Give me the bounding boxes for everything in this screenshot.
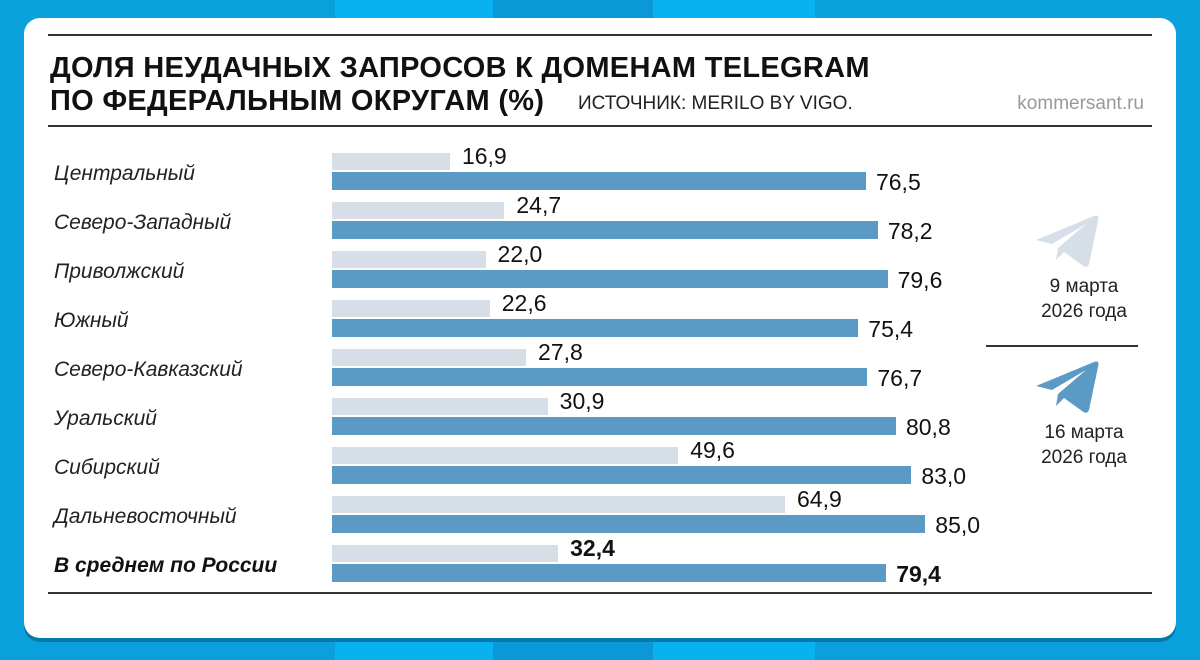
bar-16-march: [332, 466, 912, 484]
title-line-2: ПО ФЕДЕРАЛЬНЫМ ОКРУГАМ (%): [50, 85, 545, 117]
value-16-march: 80,8: [905, 414, 951, 440]
bottom-rule: [48, 592, 1152, 594]
bar-9-march: [332, 251, 486, 268]
legend-new-date: 16 марта: [1044, 422, 1124, 443]
top-rule: [48, 34, 1152, 36]
bar-9-march: [332, 202, 505, 219]
value-9-march: 16,9: [461, 143, 507, 169]
value-9-march: 27,8: [538, 339, 583, 365]
telegram-icon: [1036, 215, 1099, 267]
bar-16-march: [332, 564, 887, 582]
legend-divider: [986, 345, 1138, 347]
row-label: В среднем по России: [54, 554, 278, 577]
value-9-march: 22,0: [497, 241, 543, 267]
value-16-march: 85,0: [935, 512, 981, 538]
bar-16-march: [332, 319, 859, 337]
legend-new-year: 2026 года: [1041, 447, 1127, 468]
bar-16-march: [332, 221, 878, 239]
title-line-1: ДОЛЯ НЕУДАЧНЫХ ЗАПРОСОВ К ДОМЕНАМ TELEGR…: [50, 52, 870, 84]
value-9-march: 22,6: [501, 290, 547, 316]
telegram-icon: [1036, 361, 1099, 413]
bar-9-march: [332, 398, 548, 415]
bar-9-march: [332, 496, 785, 513]
value-16-march: 83,0: [921, 463, 967, 489]
bar-16-march: [332, 417, 896, 435]
site-credit: kommersant.ru: [1017, 93, 1144, 114]
bar-9-march: [332, 349, 527, 366]
bar-9-march: [332, 300, 490, 317]
value-16-march: 75,4: [868, 316, 914, 342]
value-16-march: 79,6: [897, 267, 943, 293]
value-16-march: 76,7: [877, 365, 923, 391]
value-9-march: 30,9: [559, 388, 605, 414]
value-9-march: 32,4: [570, 535, 615, 561]
legend-new: 16 марта 2026 года: [1024, 420, 1144, 470]
row-label: Южный: [54, 309, 129, 332]
row-label: Приволжский: [54, 260, 185, 283]
value-16-march: 76,5: [875, 169, 921, 195]
row-label: Дальневосточный: [54, 505, 237, 528]
legend-old: 9 марта 2026 года: [1024, 274, 1144, 324]
value-16-march: 78,2: [887, 218, 933, 244]
bar-16-march: [332, 270, 888, 288]
value-16-march: 79,4: [896, 561, 941, 587]
legend-old-date: 9 марта: [1049, 276, 1119, 297]
bar-9-march: [332, 447, 679, 464]
row-label: Центральный: [54, 162, 195, 185]
bar-9-march: [332, 545, 559, 562]
value-9-march: 64,9: [797, 486, 842, 512]
legend-old-year: 2026 года: [1041, 301, 1127, 322]
chart-card: ДОЛЯ НЕУДАЧНЫХ ЗАПРОСОВ К ДОМЕНАМ TELEGR…: [24, 18, 1176, 638]
source-note: ИСТОЧНИК: MERILO BY VIGO.: [578, 93, 853, 114]
bar-16-march: [332, 368, 868, 386]
row-label: Уральский: [54, 407, 157, 430]
bar-16-march: [332, 172, 866, 190]
bar-16-march: [332, 515, 926, 533]
row-label: Северо-Кавказский: [54, 358, 243, 381]
bar-9-march: [332, 153, 450, 170]
value-9-march: 24,7: [516, 192, 562, 218]
header-rule: [48, 125, 1152, 127]
chart-title: ДОЛЯ НЕУДАЧНЫХ ЗАПРОСОВ К ДОМЕНАМ TELEGR…: [50, 52, 870, 118]
value-9-march: 49,6: [690, 437, 735, 463]
row-label: Северо-Западный: [54, 211, 232, 234]
row-label: Сибирский: [54, 456, 160, 479]
